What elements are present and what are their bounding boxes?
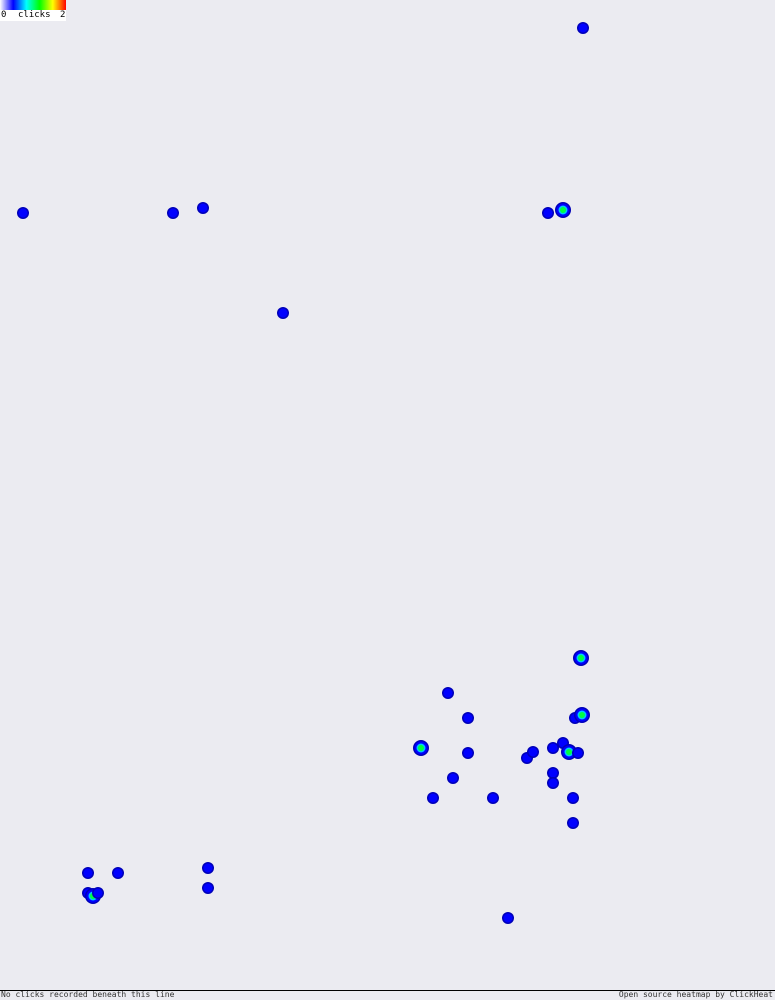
click-spot bbox=[202, 862, 214, 874]
click-spot bbox=[572, 747, 584, 759]
click-spot-ring bbox=[578, 655, 584, 661]
click-spot-ring bbox=[113, 868, 123, 878]
heatmap-credit: Open source heatmap by ClickHeat bbox=[618, 990, 773, 999]
click-spot-ring bbox=[443, 688, 453, 698]
legend-max-label: 2 bbox=[60, 10, 66, 20]
click-spot bbox=[82, 867, 94, 879]
click-spot-ring bbox=[463, 713, 473, 723]
click-spot-ring bbox=[168, 208, 178, 218]
click-spot bbox=[547, 742, 559, 754]
no-clicks-notice: No clicks recorded beneath this line bbox=[1, 990, 175, 999]
click-spot-ring bbox=[198, 203, 208, 213]
click-spot bbox=[112, 867, 124, 879]
click-spot-ring bbox=[203, 883, 213, 893]
click-spot-ring bbox=[560, 207, 566, 213]
click-spot-ring bbox=[528, 747, 538, 757]
click-spot-ring bbox=[203, 863, 213, 873]
legend-color-gradient bbox=[0, 0, 66, 10]
click-spot bbox=[527, 746, 539, 758]
click-spot-ring bbox=[566, 749, 572, 755]
click-spot bbox=[442, 687, 454, 699]
click-spot-ring bbox=[93, 888, 103, 898]
click-spot-ring bbox=[578, 23, 588, 33]
click-spot-ring bbox=[548, 778, 558, 788]
click-spot-ring bbox=[573, 748, 583, 758]
click-spot bbox=[462, 747, 474, 759]
click-spot bbox=[17, 207, 29, 219]
click-spot bbox=[577, 22, 589, 34]
legend-min-label: 0 bbox=[1, 10, 7, 20]
click-spot bbox=[447, 772, 459, 784]
click-spot-ring bbox=[488, 793, 498, 803]
click-spot-ring bbox=[448, 773, 458, 783]
click-spot-ring bbox=[548, 768, 558, 778]
click-spot bbox=[462, 712, 474, 724]
click-spot bbox=[413, 740, 429, 756]
click-spot bbox=[547, 767, 559, 779]
click-spot-ring bbox=[463, 748, 473, 758]
click-spot-ring bbox=[278, 308, 288, 318]
click-spot bbox=[574, 707, 590, 723]
click-spot-ring bbox=[18, 208, 28, 218]
heatmap-legend: 0 clicks 2 bbox=[0, 0, 66, 21]
click-spot bbox=[542, 207, 554, 219]
click-spot-ring bbox=[543, 208, 553, 218]
click-spot-ring bbox=[579, 712, 585, 718]
click-spot bbox=[502, 912, 514, 924]
click-spot-ring bbox=[568, 818, 578, 828]
legend-unit-label: clicks bbox=[18, 10, 51, 20]
click-spot bbox=[567, 817, 579, 829]
click-spot bbox=[567, 792, 579, 804]
click-spot bbox=[197, 202, 209, 214]
click-spot bbox=[573, 650, 589, 666]
click-spot bbox=[427, 792, 439, 804]
click-spot bbox=[202, 882, 214, 894]
click-spot-ring bbox=[503, 913, 513, 923]
click-spot bbox=[167, 207, 179, 219]
click-spot-ring bbox=[568, 793, 578, 803]
click-spot-ring bbox=[418, 745, 424, 751]
click-spot-ring bbox=[83, 868, 93, 878]
click-spot bbox=[487, 792, 499, 804]
click-spot-ring bbox=[428, 793, 438, 803]
no-clicks-boundary-line bbox=[0, 990, 775, 991]
click-spot bbox=[277, 307, 289, 319]
click-spot bbox=[555, 202, 571, 218]
click-spot bbox=[547, 777, 559, 789]
click-spot-ring bbox=[548, 743, 558, 753]
click-spot bbox=[92, 887, 104, 899]
